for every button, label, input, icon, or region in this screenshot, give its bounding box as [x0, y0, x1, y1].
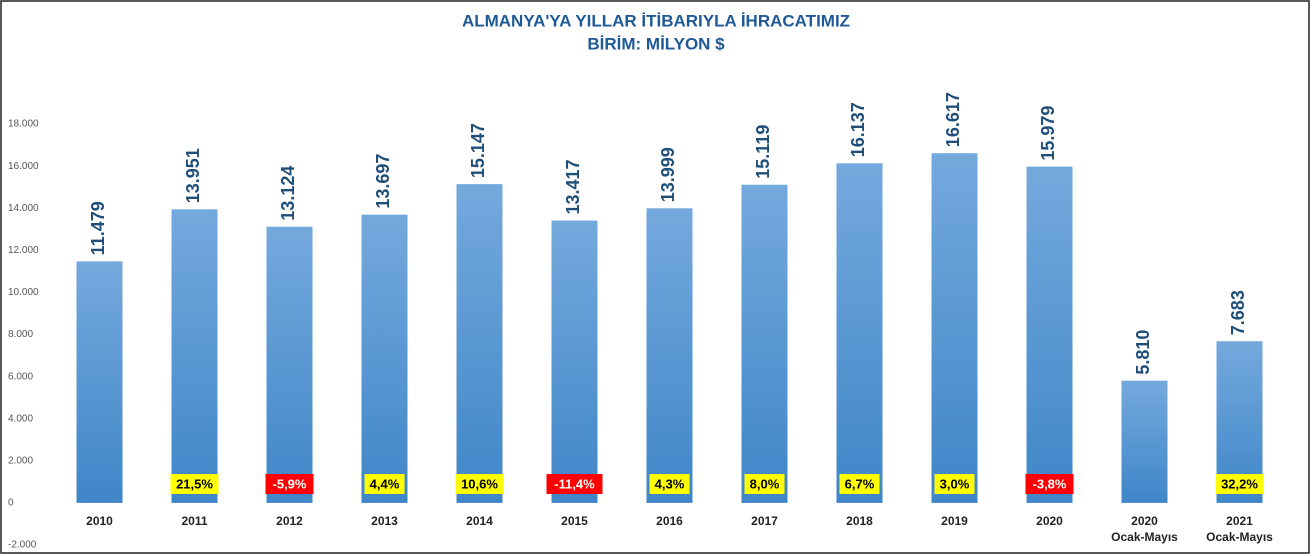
- change-label-bg: [1025, 474, 1074, 494]
- y-tick-label: 8.000: [8, 329, 33, 340]
- bar: [76, 261, 123, 503]
- value-label: 13.951: [183, 148, 203, 203]
- y-tick-label: -2.000: [8, 540, 37, 551]
- change-label: 8,0%: [750, 476, 780, 491]
- y-tick-label: 2.000: [8, 455, 33, 466]
- y-tick-label: 4.000: [8, 413, 33, 424]
- value-label: 5.810: [1133, 330, 1153, 375]
- change-label-bg: [364, 474, 405, 494]
- bar: [1121, 380, 1168, 503]
- bar: [456, 184, 503, 503]
- x-tick-label: 2021: [1226, 514, 1253, 528]
- y-tick-label: 16.000: [8, 161, 39, 172]
- bar: [361, 214, 408, 503]
- y-tick-label: 6.000: [8, 371, 33, 382]
- change-label-bg: [934, 474, 975, 494]
- change-label: 4,3%: [655, 476, 685, 491]
- bar: [1026, 166, 1073, 503]
- value-label: 16.137: [848, 102, 868, 157]
- x-tick-label: 2018: [846, 514, 873, 528]
- change-label: -3,8%: [1033, 476, 1067, 491]
- y-tick-label: 12.000: [8, 245, 39, 256]
- change-label: -5,9%: [273, 476, 307, 491]
- x-tick-label: 2020: [1036, 514, 1063, 528]
- change-label-bg: [839, 474, 880, 494]
- value-label: 13.697: [373, 154, 393, 209]
- bar: [931, 153, 978, 503]
- value-label: 15.979: [1038, 106, 1058, 161]
- change-label: -11,4%: [554, 476, 595, 491]
- change-label: 32,2%: [1221, 476, 1258, 491]
- value-label: 7.683: [1228, 290, 1248, 335]
- value-label: 15.147: [468, 123, 488, 178]
- change-label: 6,7%: [845, 476, 875, 491]
- x-tick-label: 2019: [941, 514, 968, 528]
- change-label-bg: [1215, 474, 1264, 494]
- change-label-bg: [546, 474, 603, 494]
- change-label-bg: [744, 474, 785, 494]
- change-label-bg: [170, 474, 219, 494]
- x-tick-label: 2020: [1131, 514, 1158, 528]
- chart-subtitle: BİRİM: MİLYON $: [587, 34, 725, 53]
- change-label-bg: [455, 474, 504, 494]
- change-label: 10,6%: [461, 476, 498, 491]
- x-tick-label: 2015: [561, 514, 588, 528]
- bar: [266, 226, 313, 503]
- bar: [836, 163, 883, 503]
- value-label: 16.617: [943, 92, 963, 147]
- x-tick-label: 2011: [181, 514, 207, 528]
- x-tick-label: 2013: [371, 514, 398, 528]
- value-label: 13.999: [658, 147, 678, 202]
- x-tick-label: Ocak-Mayıs: [1111, 530, 1178, 544]
- bar: [741, 184, 788, 503]
- x-tick-label: 2012: [276, 514, 303, 528]
- value-label: 13.417: [563, 159, 583, 214]
- bar: [551, 220, 598, 503]
- x-tick-label: 2014: [466, 514, 493, 528]
- y-tick-label: 18.000: [8, 119, 39, 130]
- change-label: 3,0%: [940, 476, 970, 491]
- bar: [171, 209, 218, 503]
- x-tick-label: 2016: [656, 514, 683, 528]
- change-label: 4,4%: [370, 476, 400, 491]
- y-tick-label: 14.000: [8, 203, 39, 214]
- value-label: 13.124: [278, 166, 298, 221]
- y-tick-label: 0: [8, 498, 14, 509]
- x-tick-label: 2017: [751, 514, 778, 528]
- change-label-bg: [649, 474, 690, 494]
- value-label: 15.119: [753, 125, 773, 179]
- value-label: 11.479: [88, 201, 108, 255]
- x-tick-label: Ocak-Mayıs: [1206, 530, 1273, 544]
- y-tick-label: 10.000: [8, 287, 39, 298]
- chart-title: ALMANYA'YA YILLAR İTİBARIYLA İHRACATIMIZ: [462, 11, 850, 30]
- change-label-bg: [265, 474, 314, 494]
- change-label: 21,5%: [176, 476, 213, 491]
- bar: [646, 208, 693, 503]
- x-tick-label: 2010: [86, 514, 113, 528]
